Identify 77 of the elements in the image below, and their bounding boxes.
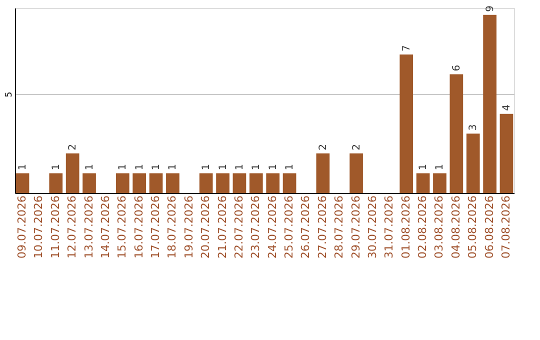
- data-label: 4: [501, 104, 512, 111]
- bar: [266, 173, 280, 193]
- bar: [466, 134, 480, 193]
- x-tick-label: 19.07.2026: [182, 196, 196, 258]
- bar: [16, 173, 30, 193]
- data-label: 3: [468, 124, 480, 131]
- bar: [132, 173, 146, 193]
- bar: [249, 173, 263, 193]
- data-label: 9: [484, 6, 496, 12]
- x-tick-label: 27.07.2026: [316, 196, 329, 258]
- x-tick-label: 17.07.2026: [149, 196, 162, 258]
- data-label: 6: [451, 64, 462, 72]
- x-tick-label: 01.08.2026: [399, 196, 412, 258]
- x-tick-label: 03.08.2026: [432, 196, 446, 258]
- x-tick-label: 11.07.2026: [48, 196, 62, 258]
- x-tick-label: 18.07.2026: [166, 196, 179, 258]
- x-tick-label: 31.07.2026: [382, 196, 396, 258]
- data-label: 1: [151, 164, 162, 170]
- y-tick-label: 5: [4, 92, 14, 98]
- data-label: 2: [318, 144, 329, 150]
- data-label: 1: [434, 164, 446, 170]
- bar: [282, 173, 296, 193]
- x-tick-label: 12.07.2026: [66, 196, 79, 258]
- bar: [199, 173, 213, 193]
- bar: [116, 173, 130, 193]
- bar: [49, 173, 63, 193]
- x-tick-label: 26.07.2026: [299, 196, 312, 258]
- x-tick-label: 16.07.2026: [132, 196, 146, 258]
- data-label: 1: [18, 164, 29, 170]
- data-label: 1: [134, 164, 146, 170]
- x-tick-label: 20.07.2026: [199, 196, 212, 258]
- data-label: 1: [50, 164, 62, 170]
- x-tick-label: 29.07.2026: [349, 196, 362, 258]
- bar: [483, 14, 496, 193]
- x-tick-label: 22.07.2026: [232, 196, 246, 258]
- bar: [149, 173, 163, 193]
- x-tick-label: 14.07.2026: [98, 196, 112, 258]
- bar: [82, 173, 96, 193]
- x-tick-label: 10.07.2026: [32, 196, 46, 258]
- x-tick-label: 06.08.2026: [482, 196, 496, 258]
- data-label: 1: [84, 164, 96, 170]
- bar: [66, 153, 80, 193]
- x-tick-label: 25.07.2026: [282, 196, 296, 258]
- bar: [350, 153, 363, 193]
- x-tick-label: 13.07.2026: [82, 196, 96, 258]
- data-label: 1: [168, 164, 179, 170]
- data-label: 1: [218, 164, 229, 170]
- bar: [450, 74, 464, 193]
- x-tick-label: 21.07.2026: [216, 196, 229, 258]
- data-label: 2: [351, 144, 362, 150]
- bar: [416, 173, 430, 193]
- data-label: 1: [201, 164, 212, 170]
- x-tick-label: 04.08.2026: [449, 196, 462, 258]
- bar: [500, 114, 514, 193]
- x-tick-label: 30.07.2026: [366, 196, 379, 258]
- x-tick-label: 07.08.2026: [499, 196, 512, 258]
- x-tick-label: 02.08.2026: [416, 196, 430, 258]
- data-label: 1: [234, 164, 246, 170]
- data-label: 1: [251, 164, 262, 170]
- x-tick-label: 28.07.2026: [332, 196, 346, 258]
- data-label: 1: [268, 164, 279, 170]
- data-label: 2: [68, 144, 79, 150]
- bar: [216, 173, 230, 193]
- x-tick-label: 23.07.2026: [249, 196, 262, 258]
- data-label: 1: [418, 164, 430, 170]
- bar: [433, 173, 446, 193]
- bar: [400, 54, 414, 193]
- x-tick-label: 05.08.2026: [466, 196, 480, 258]
- x-tick-label: 24.07.2026: [266, 196, 279, 258]
- bar: [166, 173, 180, 193]
- x-tick-label: 15.07.2026: [116, 196, 129, 258]
- x-tick-label: 09.07.2026: [16, 196, 29, 258]
- bar: [232, 173, 246, 193]
- data-label: 1: [284, 164, 296, 170]
- data-label: 7: [401, 45, 412, 52]
- bar: [316, 153, 330, 193]
- data-label: 1: [118, 164, 129, 170]
